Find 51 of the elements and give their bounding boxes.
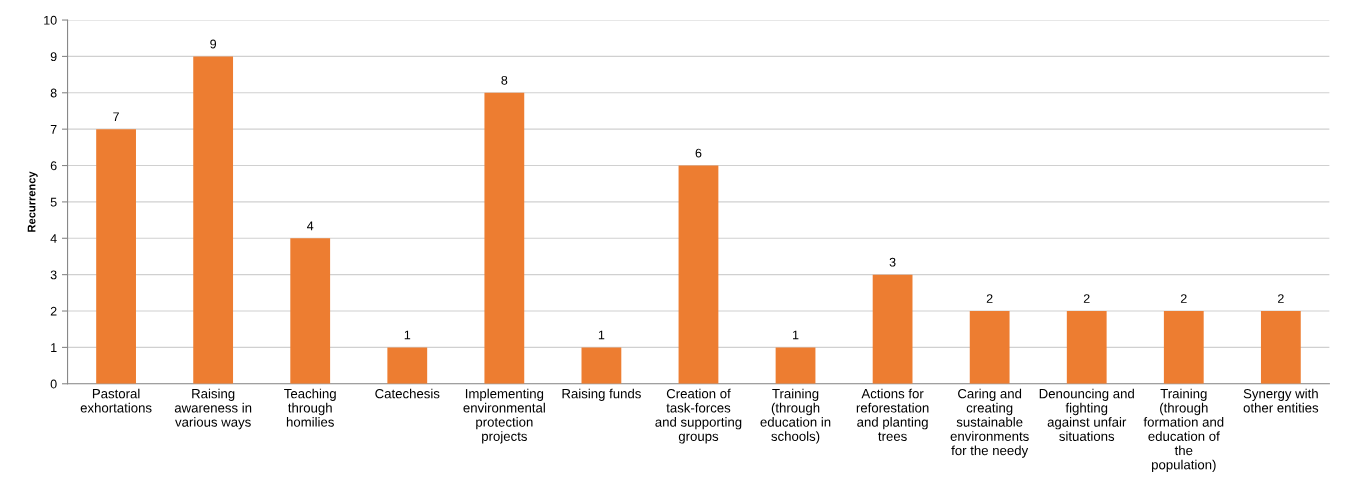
y-axis-title: Recurrency: [27, 171, 38, 232]
x-tick-label: Actions for reforestation and planting trees: [856, 388, 929, 441]
x-tick-label: Teaching through homilies: [284, 388, 336, 427]
y-tick-label: 3: [50, 270, 57, 280]
x-tick-label: Pastoral exhortations: [80, 388, 152, 413]
bar: [1066, 311, 1107, 384]
data-label: 1: [404, 330, 411, 340]
x-tick-label: Implementing environmental protection projects: [463, 388, 545, 444]
data-label: 4: [307, 221, 314, 231]
data-label: 1: [793, 330, 799, 340]
y-tick-label: 1: [51, 343, 57, 352]
data-label: 1: [598, 330, 605, 340]
y-tick-label: 4: [50, 234, 57, 243]
x-tick-label: Training (through formation and education of the population): [1143, 388, 1224, 472]
data-label: 2: [1278, 294, 1284, 303]
bar: [96, 129, 136, 384]
data-label: 7: [113, 112, 119, 122]
y-tick-label: 6: [50, 161, 57, 171]
bar: [775, 347, 816, 384]
bar: [193, 56, 234, 384]
data-label: 3: [889, 257, 896, 267]
x-tick-label: Caring and creating sustainable environments for the needy: [950, 388, 1029, 458]
x-tick-label: Synergy with other entities: [1243, 388, 1319, 413]
x-tick-label: Catechesis: [375, 388, 440, 399]
y-tick-label: 0: [50, 379, 57, 389]
x-tick-label: Denouncing and fighting against unfair situations: [1039, 388, 1134, 441]
x-tick-label: Raising awareness in various ways: [174, 388, 252, 430]
y-tick-label: 7: [50, 125, 57, 134]
y-tick-label: 10: [44, 15, 57, 25]
bar: [969, 311, 1010, 384]
bar: [581, 347, 622, 384]
bar: [678, 165, 719, 384]
data-label: 2: [986, 294, 993, 303]
data-label: 2: [1083, 294, 1090, 303]
x-tick-label: Raising funds: [562, 388, 641, 401]
data-label: 9: [210, 39, 217, 49]
data-label: 6: [695, 148, 702, 158]
bar: [290, 238, 331, 384]
y-tick-label: 2: [50, 306, 57, 316]
bar: [1163, 311, 1204, 384]
x-tick-label: Creation of task-forces and supporting groups: [655, 388, 742, 444]
data-label: 2: [1180, 294, 1187, 303]
bar: [484, 92, 525, 384]
x-tick-label: Training (through education in schools): [760, 388, 831, 444]
bar: [1260, 311, 1301, 384]
y-tick-label: 8: [50, 88, 57, 98]
y-tick-label: 9: [50, 52, 57, 62]
bar: [872, 274, 913, 384]
y-tick-label: 5: [50, 197, 57, 207]
bar: [387, 347, 428, 384]
data-label: 8: [501, 75, 508, 85]
